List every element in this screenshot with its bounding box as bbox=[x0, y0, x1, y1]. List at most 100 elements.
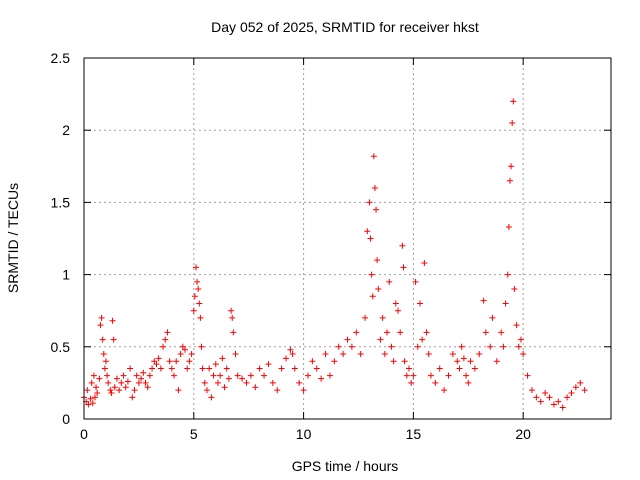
data-point bbox=[247, 372, 254, 379]
data-point bbox=[465, 379, 472, 386]
data-point bbox=[537, 398, 544, 405]
data-point bbox=[509, 119, 516, 126]
data-point bbox=[482, 329, 489, 336]
data-point bbox=[219, 355, 226, 362]
data-point bbox=[153, 361, 160, 368]
data-point bbox=[364, 228, 371, 235]
data-point bbox=[196, 300, 203, 307]
x-tick-labels: 0 5 10 15 20 bbox=[80, 426, 531, 442]
data-point bbox=[414, 343, 421, 350]
x-axis-label: GPS time / hours bbox=[292, 458, 399, 474]
data-point bbox=[162, 336, 169, 343]
data-point bbox=[230, 329, 237, 336]
data-point bbox=[296, 379, 303, 386]
data-point bbox=[291, 365, 298, 372]
data-point bbox=[212, 361, 219, 368]
data-point bbox=[427, 372, 434, 379]
data-point bbox=[256, 365, 263, 372]
data-point bbox=[368, 271, 375, 278]
data-point bbox=[194, 278, 201, 285]
data-point bbox=[410, 372, 417, 379]
data-point bbox=[199, 365, 206, 372]
data-point bbox=[335, 343, 342, 350]
data-point bbox=[489, 314, 496, 321]
data-point bbox=[322, 351, 329, 358]
data-point bbox=[399, 242, 406, 249]
data-point bbox=[166, 358, 173, 365]
x-tick-label: 20 bbox=[515, 426, 531, 442]
data-point bbox=[160, 343, 167, 350]
data-point bbox=[108, 390, 115, 397]
data-point bbox=[138, 375, 145, 382]
data-point bbox=[94, 390, 101, 397]
data-point bbox=[201, 379, 208, 386]
data-point bbox=[239, 375, 246, 382]
data-point bbox=[463, 372, 470, 379]
data-point bbox=[511, 286, 518, 293]
x-tick-label: 10 bbox=[296, 426, 312, 442]
data-point bbox=[98, 314, 105, 321]
data-point bbox=[373, 206, 380, 213]
data-point bbox=[229, 314, 236, 321]
data-point bbox=[502, 300, 509, 307]
data-point bbox=[400, 264, 407, 271]
y-tick-label: 1 bbox=[62, 267, 70, 283]
data-point bbox=[210, 372, 217, 379]
data-point bbox=[289, 351, 296, 358]
chart-title: Day 052 of 2025, SRMTID for receiver hks… bbox=[211, 19, 479, 35]
data-point bbox=[550, 401, 557, 408]
data-point bbox=[198, 343, 205, 350]
data-point bbox=[344, 336, 351, 343]
data-point bbox=[348, 343, 355, 350]
data-point bbox=[164, 329, 171, 336]
y-tick-label: 0.5 bbox=[51, 339, 71, 355]
data-point bbox=[408, 379, 415, 386]
data-point bbox=[405, 365, 412, 372]
data-point bbox=[454, 358, 461, 365]
data-point bbox=[113, 375, 120, 382]
data-point bbox=[243, 379, 250, 386]
data-point bbox=[445, 372, 452, 379]
data-point bbox=[456, 365, 463, 372]
data-point bbox=[96, 375, 103, 382]
data-point bbox=[261, 372, 268, 379]
data-point bbox=[234, 372, 241, 379]
data-point bbox=[515, 343, 522, 350]
data-point bbox=[100, 351, 107, 358]
data-point bbox=[287, 346, 294, 353]
data-point bbox=[423, 329, 430, 336]
data-point bbox=[104, 372, 111, 379]
data-point bbox=[188, 351, 195, 358]
data-point bbox=[101, 365, 108, 372]
data-point bbox=[564, 394, 571, 401]
data-point bbox=[559, 404, 566, 411]
data-point bbox=[467, 358, 474, 365]
data-point bbox=[304, 372, 311, 379]
x-tick-label: 0 bbox=[80, 426, 88, 442]
y-tick-labels: 0 0.5 1 1.5 2 2.5 bbox=[51, 50, 71, 427]
data-point bbox=[131, 387, 138, 394]
data-point bbox=[177, 351, 184, 358]
data-point bbox=[441, 387, 448, 394]
data-point bbox=[87, 395, 94, 402]
data-point bbox=[449, 351, 456, 358]
data-point bbox=[471, 365, 478, 372]
data-point bbox=[401, 358, 408, 365]
data-point bbox=[476, 351, 483, 358]
data-point bbox=[498, 329, 505, 336]
data-point bbox=[506, 177, 513, 184]
data-point bbox=[269, 379, 276, 386]
data-point bbox=[397, 329, 404, 336]
data-point bbox=[374, 257, 381, 264]
data-point bbox=[144, 384, 151, 391]
data-point bbox=[195, 286, 202, 293]
y-tick-label: 0 bbox=[62, 411, 70, 427]
data-point bbox=[425, 351, 432, 358]
data-point bbox=[89, 400, 96, 407]
data-point bbox=[155, 355, 162, 362]
y-tick-label: 2 bbox=[62, 122, 70, 138]
data-point bbox=[513, 322, 520, 329]
data-point bbox=[370, 153, 377, 160]
data-point bbox=[173, 358, 180, 365]
